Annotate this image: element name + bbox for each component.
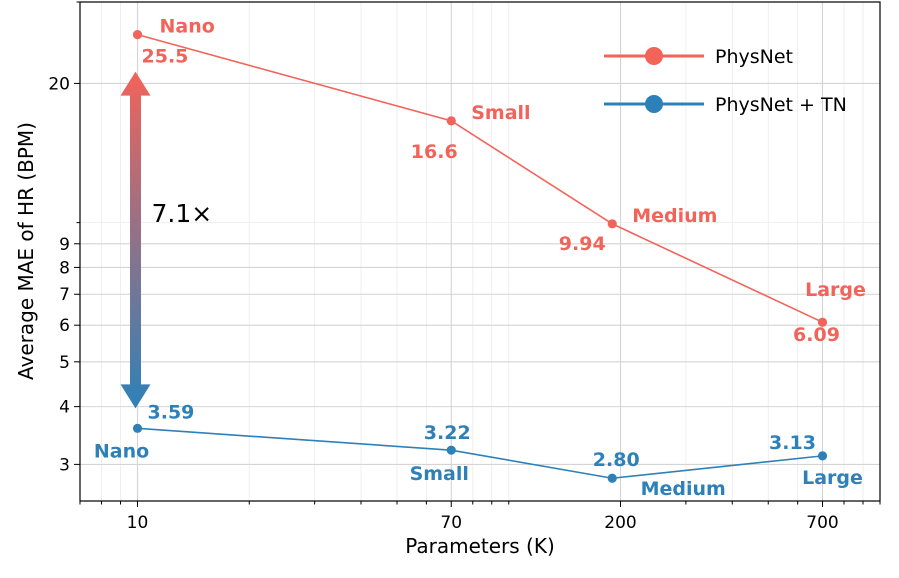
size-label: Nano	[160, 16, 215, 38]
ratio-double-arrow	[120, 71, 151, 409]
y-tick-label: 3	[59, 455, 70, 475]
grid	[79, 1, 881, 501]
x-tick-label: 10	[127, 513, 149, 533]
y-tick-label: 6	[59, 316, 70, 336]
value-label: 25.5	[142, 46, 189, 68]
value-label: 9.94	[559, 233, 606, 255]
x-axis-ticks: 10 70 200 700	[79, 501, 881, 533]
series-group: 25.5Nano16.6Small9.94Medium6.09Large3.59…	[94, 16, 866, 501]
legend-marker	[645, 47, 663, 65]
y-axis-label: Average MAE of HR (BPM)	[14, 122, 38, 380]
value-label: 3.22	[424, 422, 471, 444]
legend-marker	[645, 95, 663, 113]
legend-label: PhysNet + TN	[715, 94, 847, 116]
size-label: Small	[471, 102, 530, 124]
x-axis-label: Parameters (K)	[405, 534, 555, 558]
y-tick-label: 7	[59, 285, 70, 305]
size-label: Small	[410, 463, 469, 485]
size-label: Medium	[641, 478, 726, 500]
y-tick-label: 8	[59, 258, 70, 278]
ratio-annotation: 7.1×	[120, 71, 213, 409]
series-physnet: 25.5 Nano 16.6 Small 9.94 Medium 6.09 Large	[132, 16, 866, 346]
data-point	[132, 423, 143, 433]
value-label: 6.09	[793, 324, 840, 346]
x-tick-label: 70	[440, 513, 462, 533]
plot-area-border	[79, 1, 881, 502]
y-tick-label: 9	[59, 235, 70, 255]
x-tick-label: 200	[604, 513, 636, 533]
ratio-annotation-text: 7.1×	[152, 199, 213, 228]
data-point	[446, 116, 456, 126]
y-tick-label: 20	[48, 74, 70, 94]
y-tick-label: 4	[59, 398, 70, 418]
x-tick-label: 700	[806, 513, 838, 533]
size-label: Medium	[632, 205, 717, 227]
series-line	[137, 427, 823, 480]
data-point	[607, 219, 617, 229]
size-label: Large	[805, 279, 866, 301]
data-point	[817, 317, 828, 327]
legend: PhysNet PhysNet + TN	[604, 46, 847, 116]
data-point	[607, 473, 617, 483]
value-label: 3.13	[769, 432, 816, 454]
value-label: 2.80	[593, 449, 640, 471]
size-label: Nano	[94, 440, 149, 462]
legend-label: PhysNet	[715, 46, 793, 68]
value-label: 3.59	[148, 401, 195, 423]
data-point	[132, 30, 143, 40]
value-label: 16.6	[411, 141, 458, 163]
series-line	[137, 33, 823, 323]
size-label: Large	[802, 467, 863, 489]
data-point	[446, 445, 456, 455]
data-point	[817, 451, 828, 461]
y-axis-ticks: 3 4 5 6 7 8 9 20	[48, 1, 80, 475]
y-tick-label: 5	[59, 353, 70, 373]
